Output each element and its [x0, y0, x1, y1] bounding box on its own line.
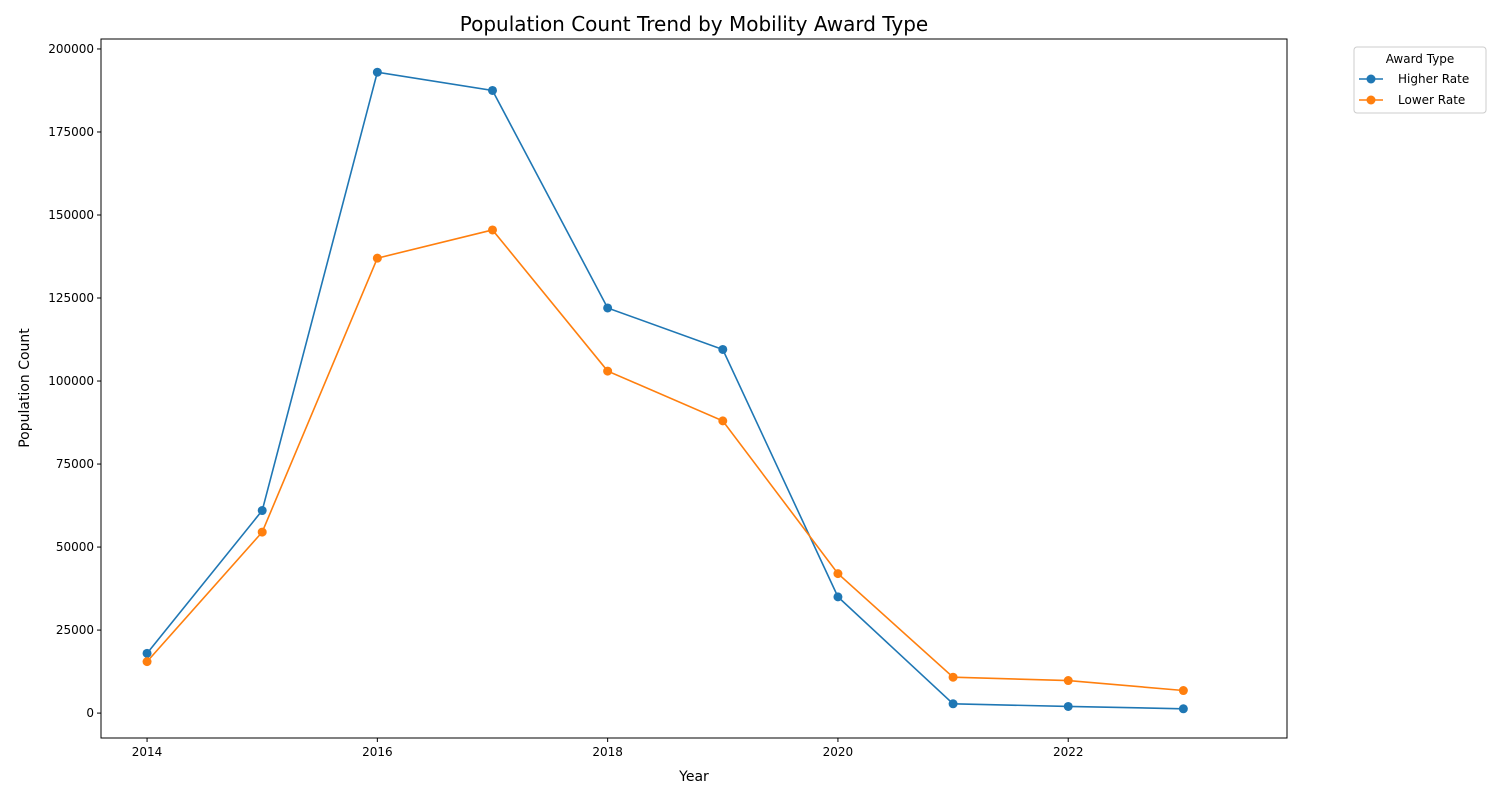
data-point — [1063, 676, 1073, 686]
data-point — [1178, 686, 1188, 696]
y-tick-label: 125000 — [48, 291, 94, 305]
data-point — [603, 366, 613, 376]
data-point — [1178, 704, 1188, 714]
data-point — [603, 303, 613, 313]
data-point — [372, 253, 382, 263]
series-line-1 — [146, 229, 1184, 692]
data-point — [257, 527, 267, 537]
data-point — [833, 569, 843, 579]
y-axis: 0 25000 50000 75000 100000 125000 150000 175000… — [48, 42, 101, 720]
series-layer — [142, 67, 1188, 714]
x-tick-label: 2022 — [1053, 745, 1084, 759]
plot-area — [100, 38, 1288, 739]
data-point — [718, 344, 728, 354]
y-tick-label: 50000 — [56, 540, 94, 554]
y-tick-label: 200000 — [48, 42, 94, 56]
data-point — [142, 648, 152, 658]
x-axis-title: Year — [678, 769, 709, 785]
data-point — [718, 416, 728, 426]
x-tick-label: 2016 — [362, 745, 393, 759]
legend-title: Award Type — [1386, 52, 1455, 66]
legend-marker — [1366, 74, 1376, 84]
data-point — [142, 657, 152, 667]
y-tick-label: 100000 — [48, 374, 94, 388]
data-point — [487, 85, 497, 95]
data-point — [833, 592, 843, 602]
y-axis-title: Population Count — [17, 328, 33, 448]
data-point — [948, 699, 958, 709]
legend-label: Higher Rate — [1398, 72, 1469, 86]
x-tick-label: 2018 — [592, 745, 623, 759]
y-tick-label: 0 — [86, 706, 94, 720]
data-point — [1063, 701, 1073, 711]
data-point — [372, 67, 382, 77]
legend-box — [1353, 46, 1487, 114]
data-point — [948, 672, 958, 682]
chart-title: Population Count Trend by Mobility Award… — [460, 12, 928, 36]
legend-label: Lower Rate — [1398, 93, 1465, 107]
legend: Award Type Higher Rate Lower Rate — [1353, 46, 1487, 114]
y-tick-label: 25000 — [56, 623, 94, 637]
y-tick-label: 175000 — [48, 125, 94, 139]
data-point — [257, 506, 267, 516]
x-tick-label: 2020 — [823, 745, 854, 759]
x-axis: 2014 2016 2018 2020 2022 — [132, 738, 1084, 759]
y-tick-label: 75000 — [56, 457, 94, 471]
data-point — [487, 225, 497, 235]
series-line-0 — [146, 71, 1184, 710]
x-tick-label: 2014 — [132, 745, 163, 759]
legend-marker — [1366, 95, 1376, 105]
y-tick-label: 150000 — [48, 208, 94, 222]
